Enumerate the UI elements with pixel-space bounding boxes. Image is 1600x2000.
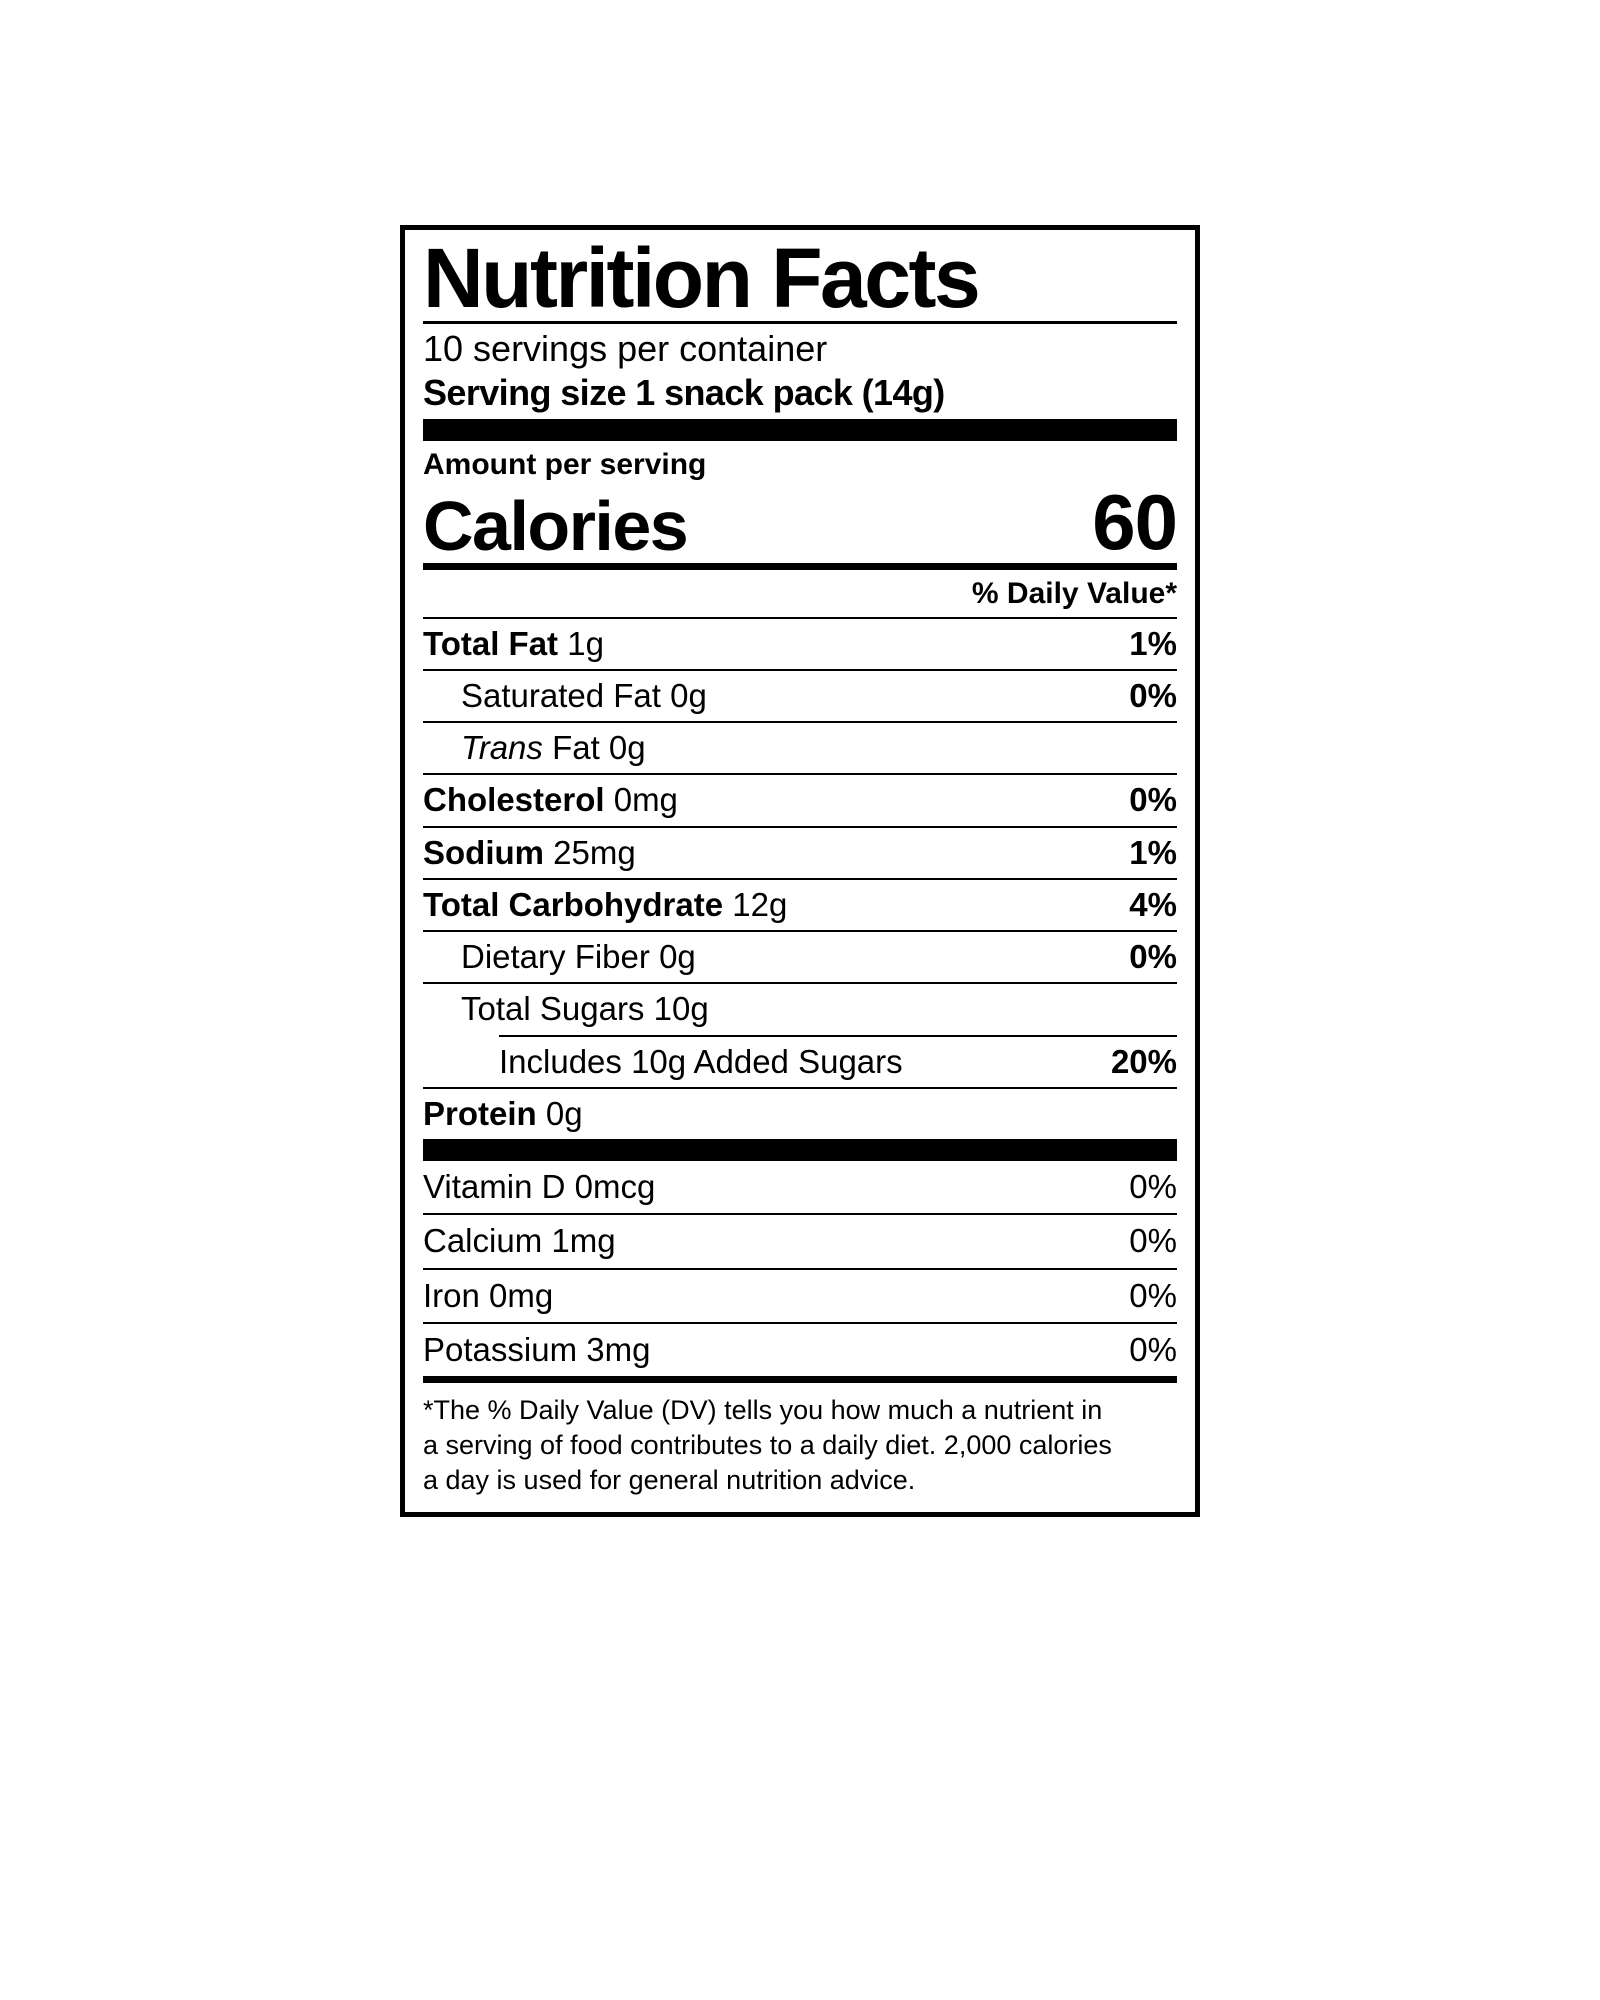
nutrient-row-protein: Protein 0g [423,1089,1177,1139]
footnote-divider [423,1376,1177,1384]
nutrient-name: Saturated Fat [461,676,661,714]
nutrient-row-total-fat: Total Fat 1g 1% [423,619,1177,669]
row-divider [423,1086,1177,1089]
dv-divider [423,616,1177,619]
row-divider [423,1321,1177,1324]
nutrient-name: Total Carbohydrate [423,885,724,923]
vitamin-percent: 0% [1129,1276,1177,1314]
nutrient-row-sodium: Sodium 25mg 1% [423,828,1177,878]
vitamin-label: Potassium 3mg [423,1330,651,1368]
serving-size: Serving size 1 snack pack (14g) [423,371,945,413]
row-divider [423,1267,1177,1270]
amount-per-serving-label: Amount per serving [423,448,707,482]
nutrient-amount: 1g [567,624,604,662]
nutrient-row-added-sugars: Includes 10g Added Sugars 20% [423,1037,1177,1087]
nutrient-name: Sodium [423,833,544,871]
vitamin-percent: 0% [1129,1168,1177,1206]
vitamin-row-calcium: Calcium 1mg 0% [423,1215,1177,1267]
nutrient-name: Dietary Fiber [461,938,650,976]
nutrient-name: Total Fat [423,624,559,662]
nutrient-row-dietary-fiber: Dietary Fiber 0g 0% [423,932,1177,982]
row-divider [423,825,1177,828]
nutrient-percent: 20% [1110,1042,1177,1080]
nutrient-amount: 0g [670,676,707,714]
nutrient-row-trans-fat: Trans Fat 0g [423,723,1177,773]
calories-row: Calories 60 [423,478,1178,567]
nutrient-label: Total Carbohydrate 12g [423,885,787,925]
daily-value-header: % Daily Value* [971,577,1177,611]
footnote-line-1: *The % Daily Value (DV) tells you how mu… [423,1395,1103,1426]
nutrient-name: Total Sugars [461,990,645,1028]
nutrient-percent: 1% [1129,624,1177,662]
row-divider [423,721,1177,724]
nutrient-label: Protein 0g [423,1094,583,1134]
nutrient-label: Total Fat 1g [423,624,604,664]
nutrient-name: Trans [461,729,543,767]
nutrition-facts-label: Nutrition Facts 10 servings per containe… [400,225,1200,1518]
nutrient-row-total-sugars: Total Sugars 10g [423,984,1177,1034]
nutrient-amount: 10g [653,990,709,1028]
vitamin-percent: 0% [1129,1222,1177,1260]
nutrient-percent: 1% [1129,833,1177,871]
daily-value-footnote: *The % Daily Value (DV) tells you how mu… [423,1383,1177,1502]
vitamin-label: Calcium 1mg [423,1222,616,1260]
row-divider [423,982,1177,985]
nutrient-label: Total Sugars 10g [423,989,709,1029]
nutrient-label: Trans Fat 0g [423,728,646,768]
servings-per-container: 10 servings per container [423,327,828,369]
row-divider [423,668,1177,671]
vitamin-row-potassium: Potassium 3mg 0% [423,1324,1177,1376]
nutrient-name: Cholesterol [423,781,605,819]
vitamin-label: Vitamin D 0mcg [423,1168,656,1206]
title-divider [423,320,1177,324]
nutrient-label: Sodium 25mg [423,833,636,873]
nutrient-row-cholesterol: Cholesterol 0mg 0% [423,775,1177,825]
footnote-line-3: a day is used for general nutrition advi… [423,1465,916,1496]
vitamin-label: Iron 0mg [423,1276,554,1314]
nutrient-amount: Fat 0g [552,729,646,767]
calories-value: 60 [1092,478,1178,567]
footnote-line-2: a serving of food contributes to a daily… [423,1430,1112,1461]
row-divider [423,877,1177,880]
nutrient-row-saturated-fat: Saturated Fat 0g 0% [423,671,1177,721]
row-divider [423,1213,1177,1216]
vitamin-row-vitamin-d: Vitamin D 0mcg 0% [423,1161,1177,1213]
vitamin-percent: 0% [1129,1330,1177,1368]
nutrient-name: Protein [423,1094,537,1132]
nutrient-label: Cholesterol 0mg [423,780,678,820]
nutrient-label: Saturated Fat 0g [423,676,707,716]
nutrient-amount: 12g [732,885,788,923]
row-divider [423,773,1177,776]
nutrient-row-total-carbohydrate: Total Carbohydrate 12g 4% [423,880,1177,930]
nutrient-amount: 0g [659,938,696,976]
calories-label: Calories [423,487,689,566]
nutrient-label: Dietary Fiber 0g [423,937,696,977]
nutrient-amount: 0g [545,1094,583,1132]
row-divider-indented [499,1034,1177,1037]
heavy-divider-vitamins [423,1139,1177,1162]
calories-divider [423,563,1177,571]
nutrient-percent: 0% [1129,676,1177,714]
nutrient-percent: 0% [1129,938,1177,976]
nutrient-amount: 25mg [553,833,636,871]
nutrient-amount: 0mg [613,781,678,819]
page-title: Nutrition Facts [423,231,981,325]
nutrient-percent: 4% [1129,885,1177,923]
nutrient-label: Includes 10g Added Sugars [499,1042,903,1080]
nutrient-percent: 0% [1129,781,1177,819]
row-divider [423,930,1177,933]
vitamin-row-iron: Iron 0mg 0% [423,1270,1177,1322]
heavy-divider-top [423,419,1177,442]
